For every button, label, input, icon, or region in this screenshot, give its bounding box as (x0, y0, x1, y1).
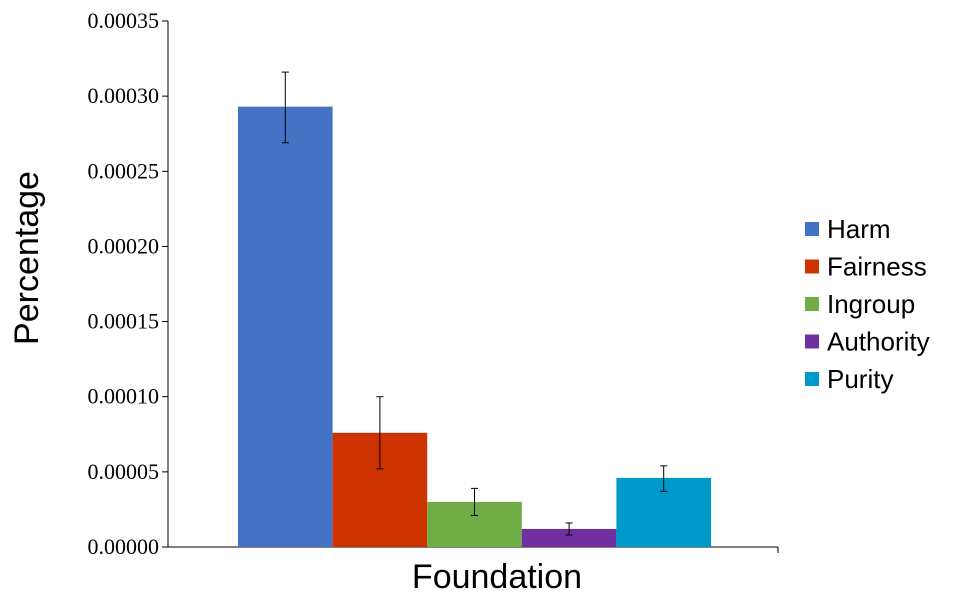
bars (238, 106, 711, 548)
y-tick-label: 0.00025 (88, 158, 160, 183)
x-axis (168, 546, 779, 553)
y-axis-title: Percentage (8, 171, 46, 345)
y-tick-label: 0.00020 (88, 233, 160, 258)
legend-label-ingroup: Ingroup (827, 289, 915, 319)
y-axis: 0.00000 0.00005 0.00010 0.00015 0.00020 0.000… (88, 8, 169, 559)
bar-authority (521, 528, 617, 547)
y-tick-label: 0.00005 (88, 459, 160, 484)
legend-label-harm: Harm (827, 214, 891, 244)
legend: Harm Fairness Ingroup Authority Purity (805, 214, 930, 394)
legend-label-purity: Purity (827, 364, 893, 394)
legend-swatch-fairness (805, 259, 819, 274)
y-tick-label: 0.00000 (88, 534, 160, 559)
bar-harm (238, 106, 333, 548)
y-tick-label: 0.00010 (88, 384, 160, 409)
legend-swatch-purity (805, 372, 819, 386)
legend-swatch-ingroup (805, 297, 819, 311)
legend-swatch-authority (805, 334, 819, 349)
y-tick-label: 0.00035 (88, 8, 160, 33)
y-tick-label: 0.00030 (88, 83, 160, 108)
legend-label-authority: Authority (827, 327, 930, 357)
x-axis-title: Foundation (412, 558, 582, 593)
legend-label-fairness: Fairness (827, 252, 927, 282)
error-bars (281, 71, 668, 536)
legend-swatch-harm (805, 222, 819, 236)
y-tick-label: 0.00015 (88, 309, 160, 334)
